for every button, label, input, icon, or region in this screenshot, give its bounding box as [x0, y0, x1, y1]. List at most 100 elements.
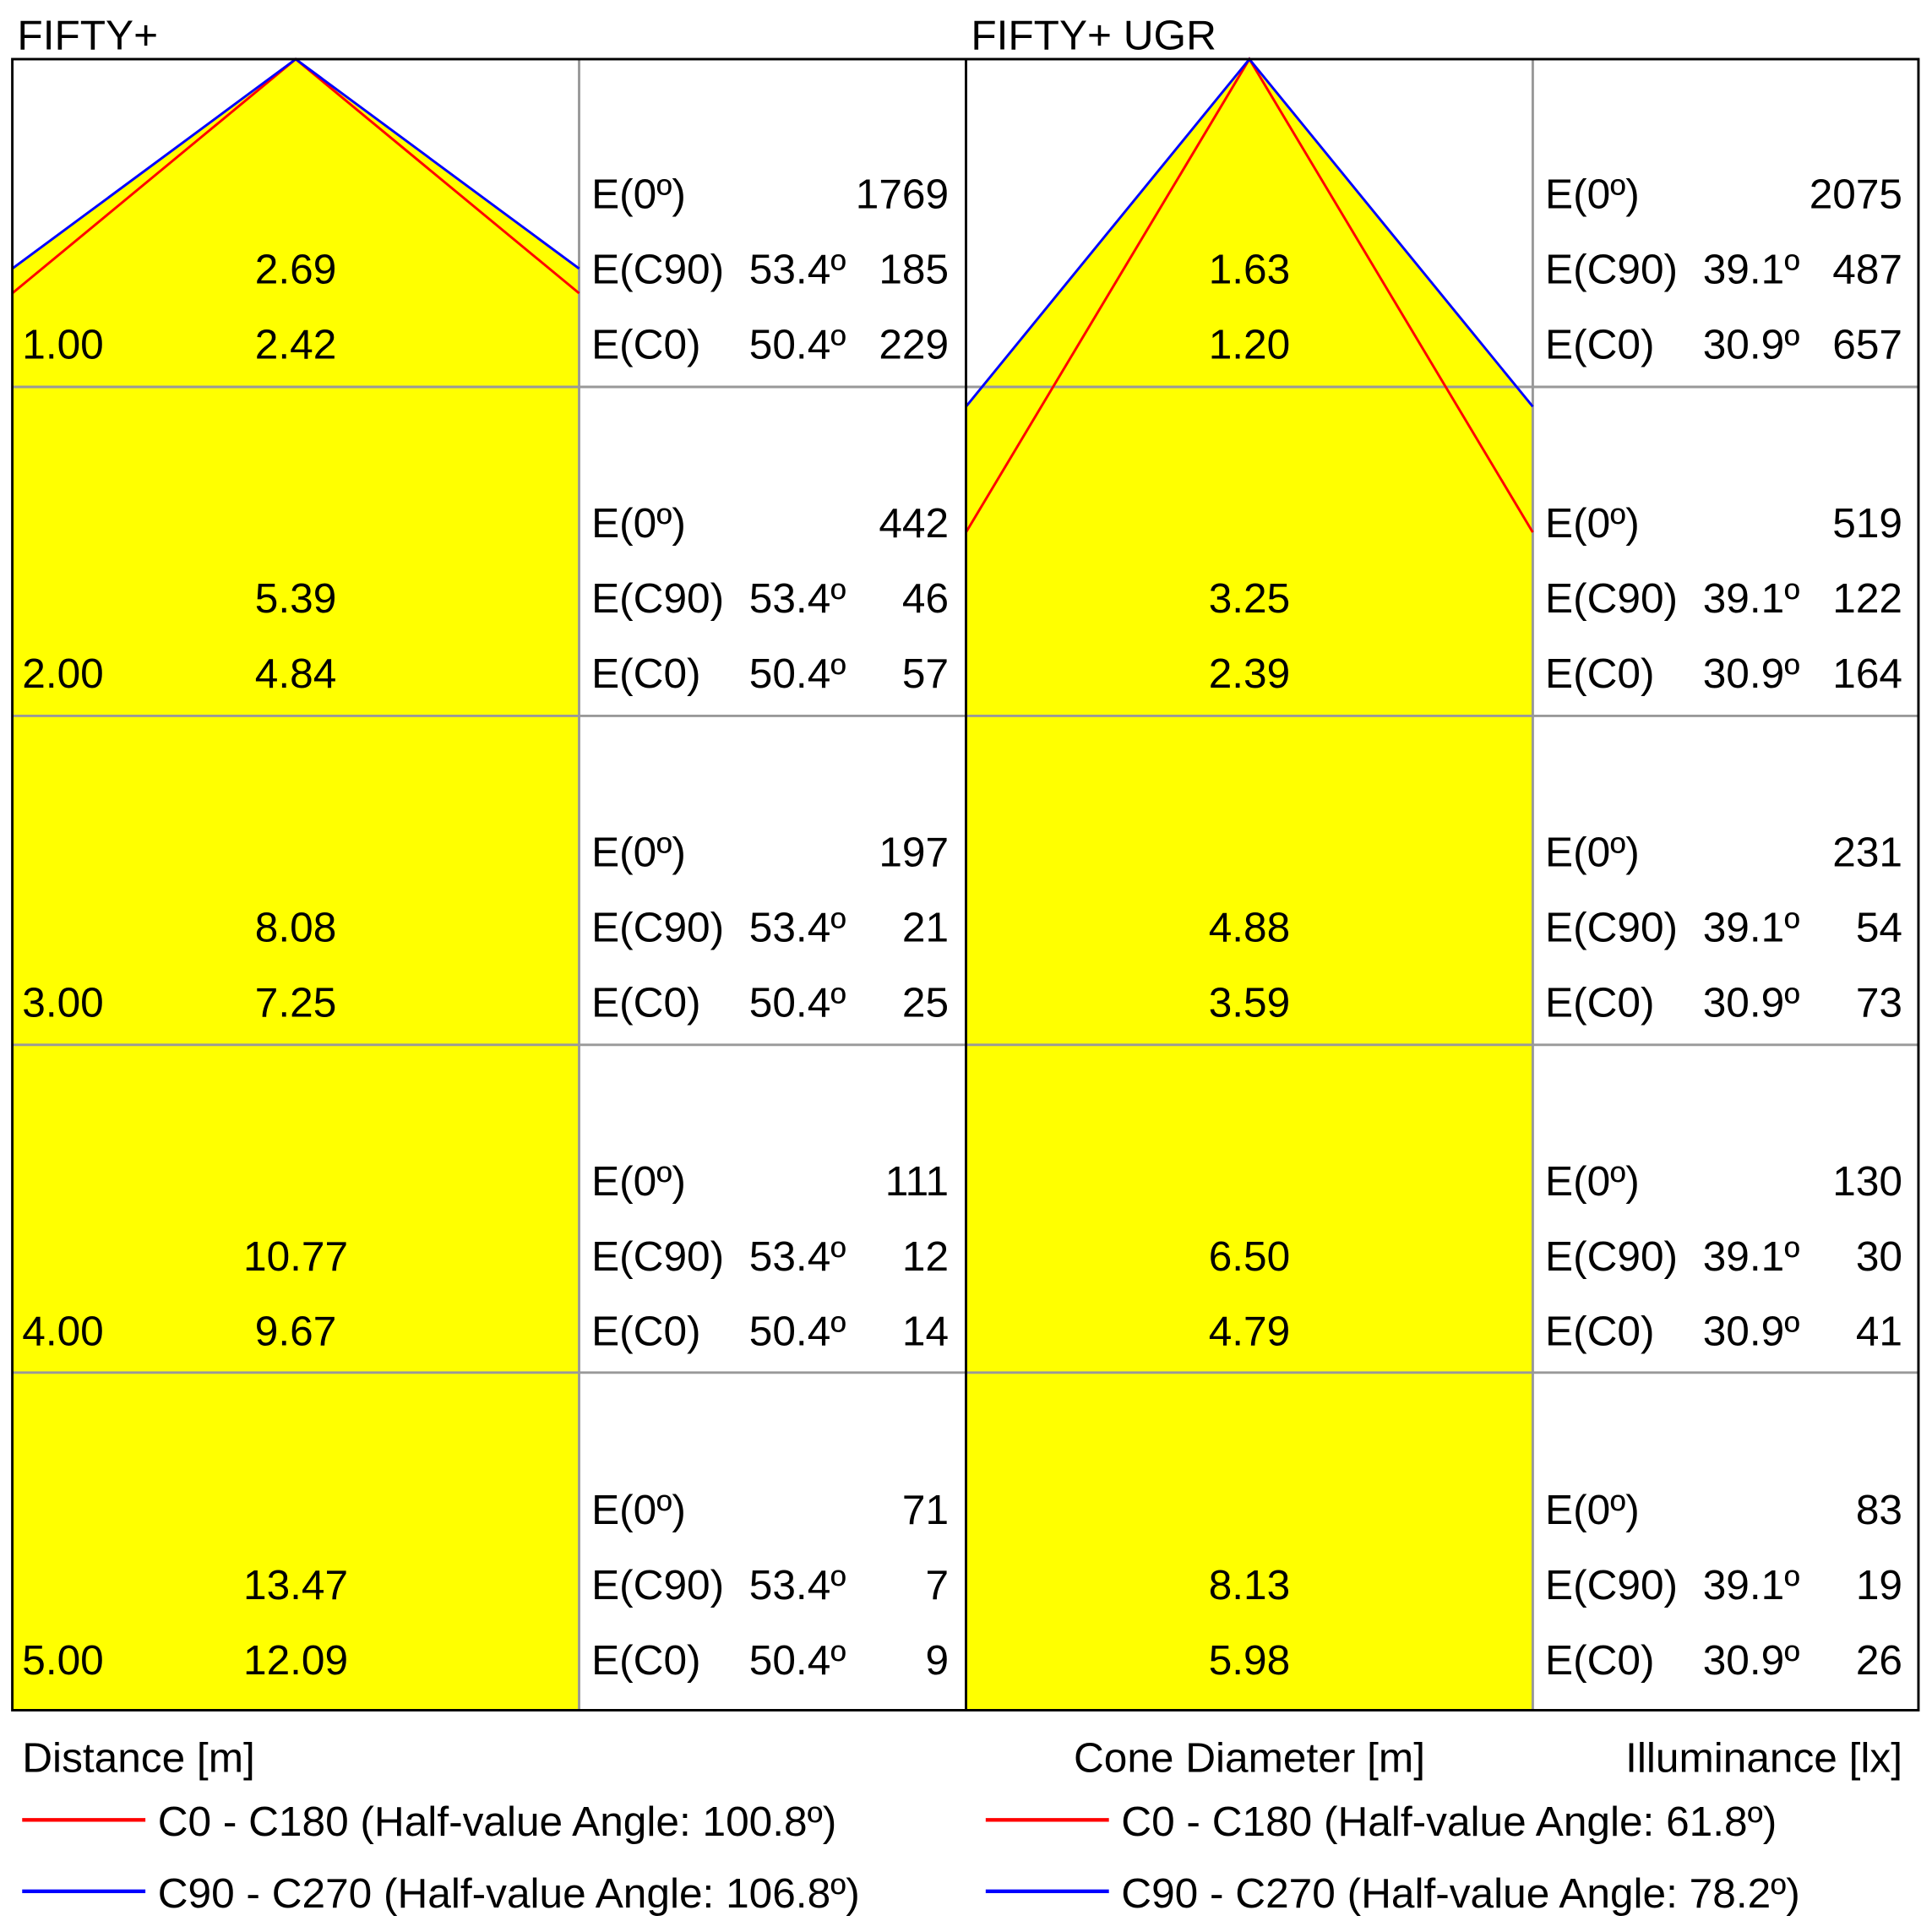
e-value: 41 — [1856, 1308, 1902, 1355]
e-value: 1769 — [856, 170, 949, 217]
distance: 3.00 — [22, 978, 104, 1026]
angle: 30.9º — [1703, 650, 1800, 697]
diameter-c0: 2.39 — [1209, 650, 1291, 697]
e-value: 122 — [1832, 574, 1902, 622]
angle: 30.9º — [1703, 1636, 1800, 1684]
axis-label: Cone Diameter [m] — [1074, 1733, 1425, 1781]
angle: 39.1º — [1703, 903, 1800, 950]
diameter-c0: 9.67 — [255, 1308, 337, 1355]
e-value: 21 — [902, 903, 949, 950]
angle: 50.4º — [749, 650, 846, 697]
e-label: E(C0) — [591, 650, 700, 697]
angle: 53.4º — [749, 903, 846, 950]
e-value: 30 — [1856, 1233, 1902, 1280]
panel-title: FIFTY+ — [17, 11, 158, 58]
e-value: 7 — [926, 1561, 950, 1608]
e-value: 71 — [902, 1486, 949, 1533]
e-label: E(C90) — [591, 903, 724, 950]
e-label: E(0º) — [1545, 170, 1640, 217]
e-value: 9 — [926, 1636, 950, 1684]
diameter-c90: 10.77 — [243, 1233, 348, 1280]
diameter-c90: 1.63 — [1209, 245, 1291, 292]
diameter-c90: 4.88 — [1209, 903, 1291, 950]
distance: 1.00 — [22, 320, 104, 367]
e-value: 46 — [902, 574, 949, 622]
e-label: E(C90) — [591, 574, 724, 622]
diameter-c90: 8.08 — [255, 903, 337, 950]
e-value: 657 — [1832, 320, 1902, 367]
e-label: E(C0) — [1545, 1308, 1654, 1355]
e-label: E(C0) — [1545, 1636, 1654, 1684]
e-value: 57 — [902, 650, 949, 697]
e-label: E(C90) — [1545, 245, 1678, 292]
e-value: 229 — [879, 320, 949, 367]
e-value: 197 — [879, 828, 949, 875]
e-label: E(0º) — [1545, 1157, 1640, 1205]
angle: 50.4º — [749, 1308, 846, 1355]
e-label: E(C90) — [1545, 574, 1678, 622]
e-value: 2075 — [1810, 170, 1902, 217]
e-value: 73 — [1856, 978, 1902, 1026]
e-value: 19 — [1856, 1561, 1902, 1608]
distance: 5.00 — [22, 1636, 104, 1684]
e-label: E(C0) — [1545, 978, 1654, 1026]
diameter-c90: 2.69 — [255, 245, 337, 292]
angle: 39.1º — [1703, 245, 1800, 292]
diameter-c0: 12.09 — [243, 1636, 348, 1684]
angle: 39.1º — [1703, 574, 1800, 622]
legend-label: C0 - C180 (Half-value Angle: 100.8º) — [158, 1798, 837, 1845]
e-label: E(C90) — [1545, 1561, 1678, 1608]
cone-area — [12, 59, 580, 1711]
e-label: E(C90) — [1545, 1233, 1678, 1280]
e-label: E(0º) — [1545, 499, 1640, 547]
axis-label: Illuminance [lx] — [1625, 1733, 1902, 1781]
e-value: 14 — [902, 1308, 949, 1355]
angle: 39.1º — [1703, 1561, 1800, 1608]
e-label: E(0º) — [1545, 1486, 1640, 1533]
diameter-c0: 7.25 — [255, 978, 337, 1026]
e-value: 54 — [1856, 903, 1902, 950]
e-label: E(C0) — [1545, 650, 1654, 697]
angle: 50.4º — [749, 320, 846, 367]
diameter-c90: 3.25 — [1209, 574, 1291, 622]
e-label: E(C0) — [591, 320, 700, 367]
angle: 53.4º — [749, 245, 846, 292]
angle: 30.9º — [1703, 320, 1800, 367]
e-label: E(0º) — [591, 499, 686, 547]
legend-label: C90 - C270 (Half-value Angle: 78.2º) — [1121, 1869, 1800, 1917]
angle: 50.4º — [749, 978, 846, 1026]
e-value: 442 — [879, 499, 949, 547]
e-label: E(C0) — [1545, 320, 1654, 367]
e-value: 519 — [1832, 499, 1902, 547]
e-label: E(C0) — [591, 1308, 700, 1355]
axis-label: Distance [m] — [22, 1733, 255, 1781]
diameter-c0: 4.84 — [255, 650, 337, 697]
angle: 53.4º — [749, 1561, 846, 1608]
e-value: 111 — [885, 1157, 949, 1205]
diameter-c0: 4.79 — [1209, 1308, 1291, 1355]
diameter-c0: 2.42 — [255, 320, 337, 367]
diameter-c0: 1.20 — [1209, 320, 1291, 367]
e-label: E(C90) — [591, 1233, 724, 1280]
e-label: E(0º) — [591, 828, 686, 875]
e-label: E(0º) — [591, 1486, 686, 1533]
e-label: E(0º) — [591, 170, 686, 217]
e-value: 185 — [879, 245, 949, 292]
diameter-c90: 13.47 — [243, 1561, 348, 1608]
diameter-c90: 8.13 — [1209, 1561, 1291, 1608]
e-value: 130 — [1832, 1157, 1902, 1205]
distance: 2.00 — [22, 650, 104, 697]
e-label: E(C0) — [591, 978, 700, 1026]
panel-title: FIFTY+ UGR — [971, 11, 1216, 58]
diameter-c0: 3.59 — [1209, 978, 1291, 1026]
e-label: E(0º) — [1545, 828, 1640, 875]
e-value: 231 — [1832, 828, 1902, 875]
cone-area — [966, 59, 1533, 1711]
angle: 39.1º — [1703, 1233, 1800, 1280]
angle: 50.4º — [749, 1636, 846, 1684]
angle: 30.9º — [1703, 1308, 1800, 1355]
angle: 53.4º — [749, 1233, 846, 1280]
e-label: E(C90) — [591, 1561, 724, 1608]
angle: 53.4º — [749, 574, 846, 622]
